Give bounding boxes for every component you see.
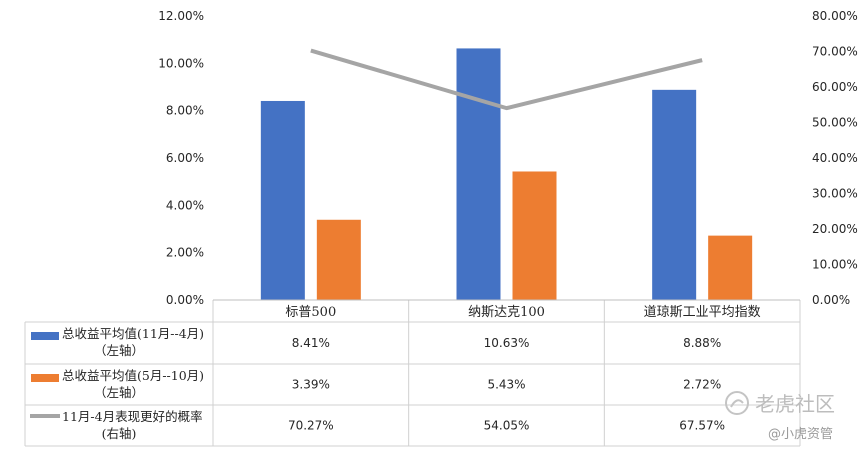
table-cell: 8.88% [683, 336, 721, 350]
table-cell: 8.41% [292, 336, 330, 350]
left-tick-label: 6.00% [166, 151, 204, 165]
row-label-axis: （左轴） [94, 343, 144, 358]
right-tick-label: 80.00% [812, 9, 858, 23]
bar [260, 100, 305, 300]
left-axis-ticks: 0.00% 2.00% 4.00% 6.00% 8.00% 10.00% 12.00% [158, 9, 204, 307]
table-cell: 67.57% [679, 419, 725, 433]
table-cell: 5.43% [487, 378, 525, 392]
right-axis-ticks: 0.00% 10.00% 20.00% 30.00% 40.00% 50.00% 60.00… [812, 9, 858, 307]
legend-key-bar [31, 332, 59, 340]
right-tick-label: 70.00% [812, 45, 858, 59]
right-tick-label: 50.00% [812, 116, 858, 130]
bar [652, 89, 697, 300]
probability-line [310, 48, 703, 111]
table-cell: 3.39% [292, 378, 330, 392]
probability-series-line [310, 48, 703, 111]
left-tick-label: 2.00% [166, 246, 204, 260]
category-label: 纳斯达克100 [468, 305, 545, 320]
left-tick-label: 8.00% [166, 104, 204, 118]
right-tick-label: 10.00% [812, 258, 858, 272]
right-tick-label: 40.00% [812, 151, 858, 165]
category-label: 标普500 [285, 305, 336, 320]
row-label: 11月-4月表现更好的概率 [62, 409, 203, 424]
category-label: 道琼斯工业平均指数 [644, 305, 761, 320]
watermark: 老虎社区 @小虎资管 [725, 391, 835, 442]
bar [456, 48, 501, 300]
legend-key-bar [31, 374, 59, 382]
row-label-axis: (右轴) [102, 426, 137, 441]
bar [708, 235, 753, 300]
bar [316, 219, 361, 300]
table-cell: 54.05% [484, 419, 530, 433]
bars [260, 48, 753, 300]
table-cell: 2.72% [683, 378, 721, 392]
left-tick-label: 12.00% [158, 9, 204, 23]
right-tick-label: 0.00% [812, 293, 850, 307]
bar [512, 171, 557, 300]
left-tick-label: 0.00% [166, 293, 204, 307]
row-label: 总收益平均值(5月--10月) [62, 368, 204, 383]
right-tick-label: 30.00% [812, 187, 858, 201]
right-tick-label: 20.00% [812, 222, 858, 236]
watermark-main: 老虎社区 [755, 392, 835, 416]
tiger-logo-icon [725, 391, 749, 415]
right-tick-label: 60.00% [812, 80, 858, 94]
row-label-axis: （左轴） [94, 385, 144, 400]
left-tick-label: 10.00% [158, 56, 204, 70]
watermark-sub: @小虎资管 [768, 427, 833, 442]
row-label: 总收益平均值(11月--4月) [62, 326, 204, 341]
table-cell: 70.27% [288, 419, 334, 433]
left-tick-label: 4.00% [166, 198, 204, 212]
table-cell: 10.63% [484, 336, 530, 350]
